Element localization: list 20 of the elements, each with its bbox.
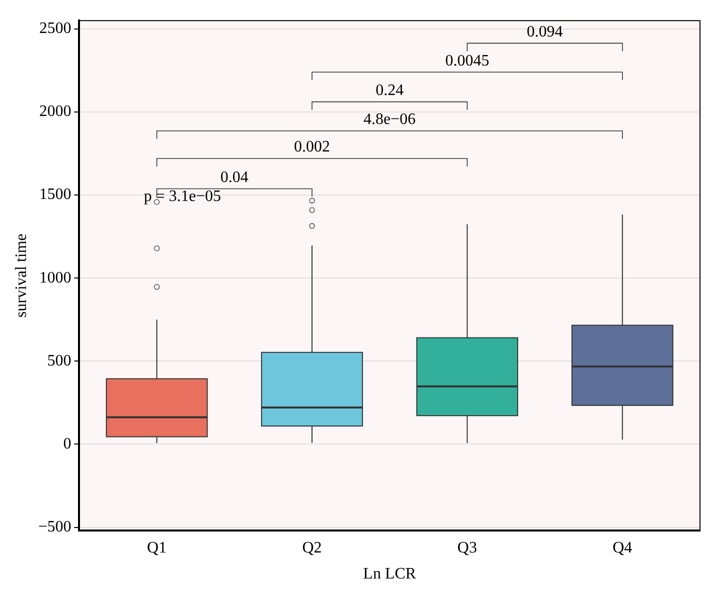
annotation: 0.094 — [526, 23, 563, 40]
annotation: 0.0045 — [445, 52, 490, 70]
x-tick-label: Q1 — [147, 539, 167, 556]
x-tick-label: Q2 — [302, 539, 322, 556]
y-tick-label: 1000 — [39, 269, 72, 286]
y-tick-label: 2000 — [39, 103, 72, 120]
y-tick-label: 0 — [63, 435, 72, 452]
y-tick-label: 1500 — [39, 186, 72, 204]
x-axis-title: Ln LCR — [363, 566, 416, 583]
annotation: 4.8e−06 — [364, 111, 416, 128]
y-tick-label: −500 — [38, 518, 72, 536]
annotation: 0.24 — [376, 82, 404, 100]
x-tick-label: Q4 — [612, 539, 632, 556]
annotation: 0.04 — [220, 168, 248, 186]
annotation: 0.002 — [294, 138, 330, 156]
annotation: p = 3.1e−05 — [144, 188, 221, 206]
y-tick-label: 500 — [47, 352, 72, 370]
x-tick-label: Q3 — [457, 539, 477, 556]
y-tick-label: 2500 — [39, 20, 72, 38]
y-axis-title: survival time — [12, 234, 30, 318]
